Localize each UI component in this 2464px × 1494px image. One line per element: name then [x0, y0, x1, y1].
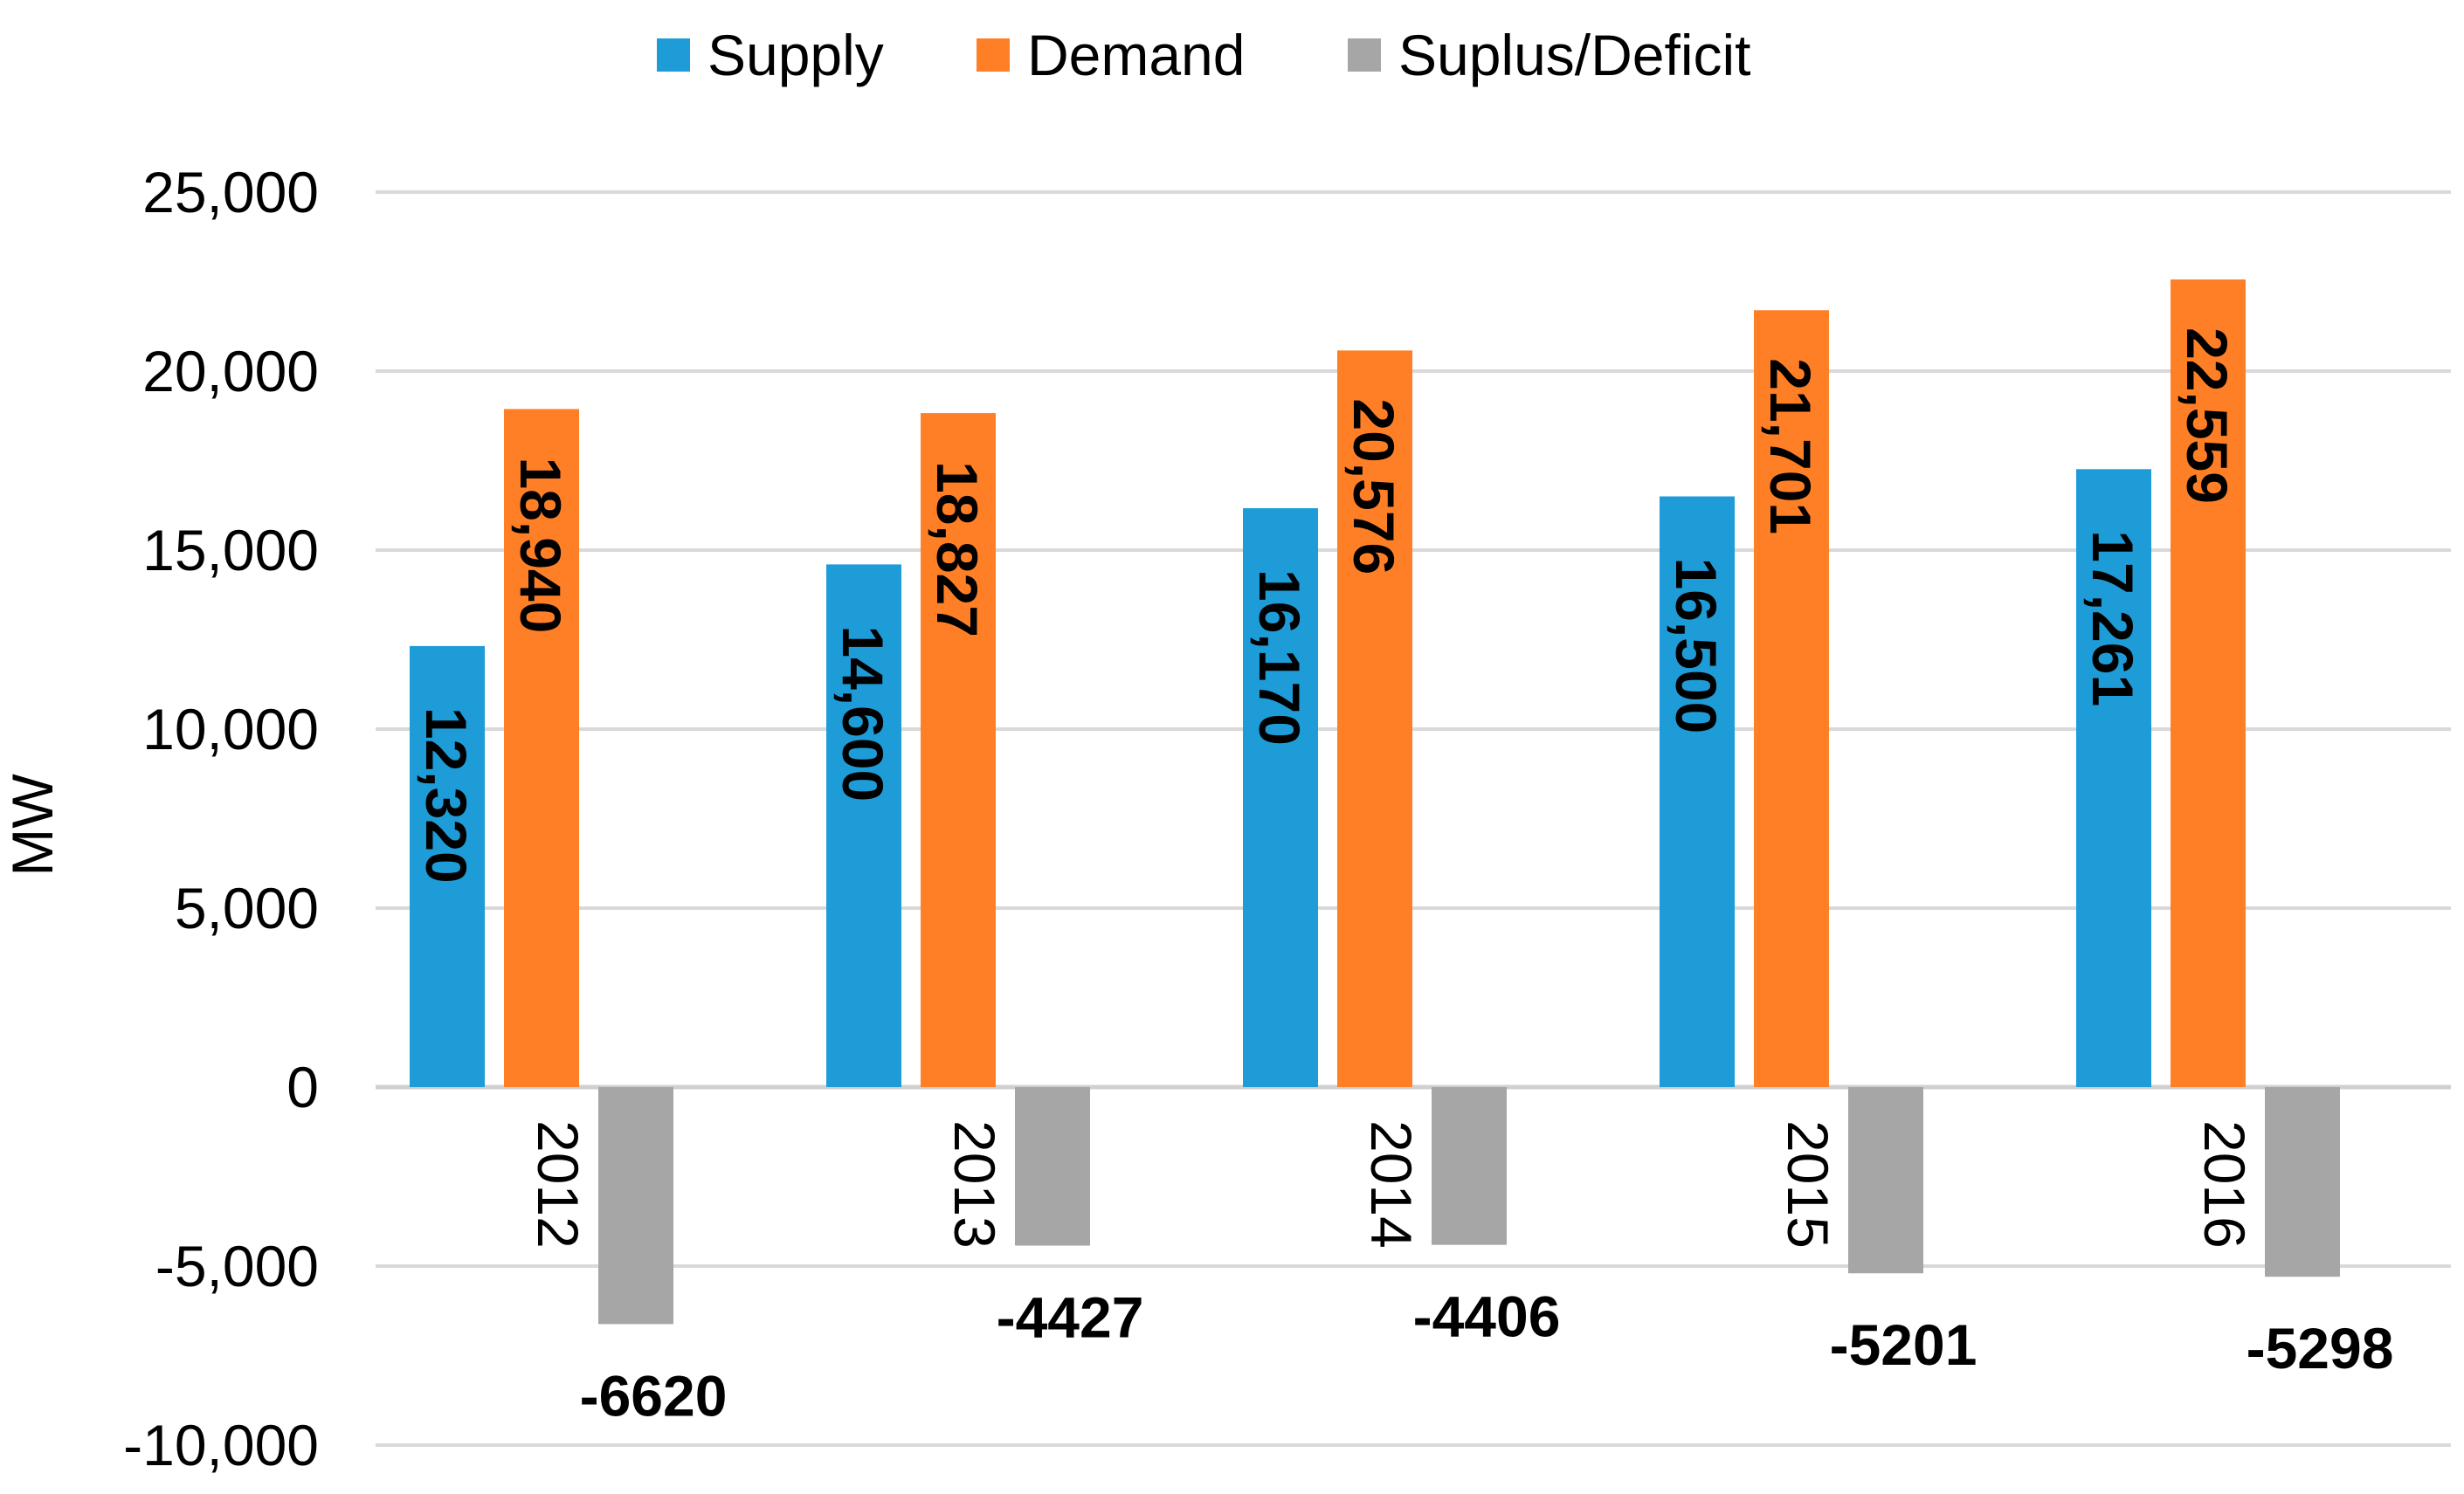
legend-label-supply: Supply — [707, 23, 884, 87]
bar-supply-2014 — [1243, 508, 1318, 1087]
bar-suplus-deficit-2014 — [1432, 1087, 1507, 1245]
legend-swatch-suplus-deficit — [1348, 38, 1381, 72]
data-label-suplus-deficit-2016: -5298 — [2247, 1316, 2394, 1380]
data-label-suplus-deficit-2012: -6620 — [580, 1363, 728, 1428]
bar-suplus-deficit-2012 — [598, 1087, 673, 1325]
y-tick-label: 25,000 — [142, 160, 319, 224]
bar-demand-2014 — [1337, 350, 1412, 1087]
x-category-label-2015: 2015 — [1776, 1120, 1840, 1249]
data-label-suplus-deficit-2015: -5201 — [1830, 1312, 1977, 1377]
bar-demand-2015 — [1754, 310, 1829, 1087]
value-labels: 12,320 18,940 -6620 14,600 18,827 -4427 16,170… — [414, 327, 2393, 1428]
y-tick-label: -10,000 — [123, 1413, 319, 1477]
bars — [410, 279, 2340, 1325]
bar-supply-2013 — [826, 564, 901, 1087]
bar-suplus-deficit-2016 — [2265, 1087, 2340, 1277]
legend-label-demand: Demand — [1027, 23, 1245, 87]
legend-swatch-demand — [977, 38, 1010, 72]
y-axis-title: MW — [0, 774, 65, 877]
bar-demand-2013 — [921, 413, 996, 1087]
x-category-label-2013: 2013 — [942, 1120, 1007, 1249]
bar-suplus-deficit-2013 — [1015, 1087, 1090, 1246]
y-tick-label: 10,000 — [142, 697, 319, 761]
y-tick-label: 5,000 — [175, 876, 319, 940]
data-label-demand-2013: 18,827 — [925, 461, 990, 637]
data-label-suplus-deficit-2014: -4406 — [1413, 1284, 1561, 1349]
data-label-supply-2014: 16,170 — [1247, 569, 1312, 746]
data-label-demand-2015: 21,701 — [1758, 358, 1823, 534]
data-label-supply-2015: 16,500 — [1664, 558, 1729, 734]
legend-label-suplus-deficit: Suplus/Deficit — [1398, 23, 1751, 87]
bar-supply-2015 — [1660, 496, 1735, 1087]
data-label-demand-2012: 18,940 — [508, 457, 573, 633]
data-label-supply-2012: 12,320 — [414, 707, 479, 884]
x-category-label-2016: 2016 — [2192, 1120, 2257, 1249]
bar-supply-2016 — [2076, 469, 2151, 1087]
y-tick-label: 15,000 — [142, 518, 319, 582]
bar-demand-2012 — [504, 409, 579, 1088]
y-tick-label: -5,000 — [155, 1234, 319, 1298]
gridlines — [376, 190, 2451, 1447]
bar-demand-2016 — [2171, 279, 2246, 1087]
category-labels: 2012 2013 2014 2015 2016 — [526, 1120, 2257, 1249]
x-category-label-2012: 2012 — [526, 1120, 590, 1249]
y-tick-label: 20,000 — [142, 339, 319, 403]
data-label-demand-2016: 22,559 — [2175, 327, 2240, 504]
y-axis-ticks: -10,000 -5,000 0 5,000 10,000 15,000 20,000 25,… — [123, 160, 319, 1477]
bar-supply-2012 — [410, 645, 485, 1087]
data-label-supply-2016: 17,261 — [2081, 530, 2145, 706]
legend: Supply Demand Suplus/Deficit — [657, 23, 1751, 87]
bar-suplus-deficit-2015 — [1848, 1087, 1923, 1274]
data-label-supply-2013: 14,600 — [831, 625, 895, 802]
data-label-suplus-deficit-2013: -4427 — [997, 1285, 1144, 1350]
y-tick-label: 0 — [286, 1055, 319, 1119]
x-category-label-2014: 2014 — [1359, 1120, 1424, 1249]
data-label-demand-2014: 20,576 — [1342, 398, 1406, 575]
legend-swatch-supply — [657, 38, 690, 72]
